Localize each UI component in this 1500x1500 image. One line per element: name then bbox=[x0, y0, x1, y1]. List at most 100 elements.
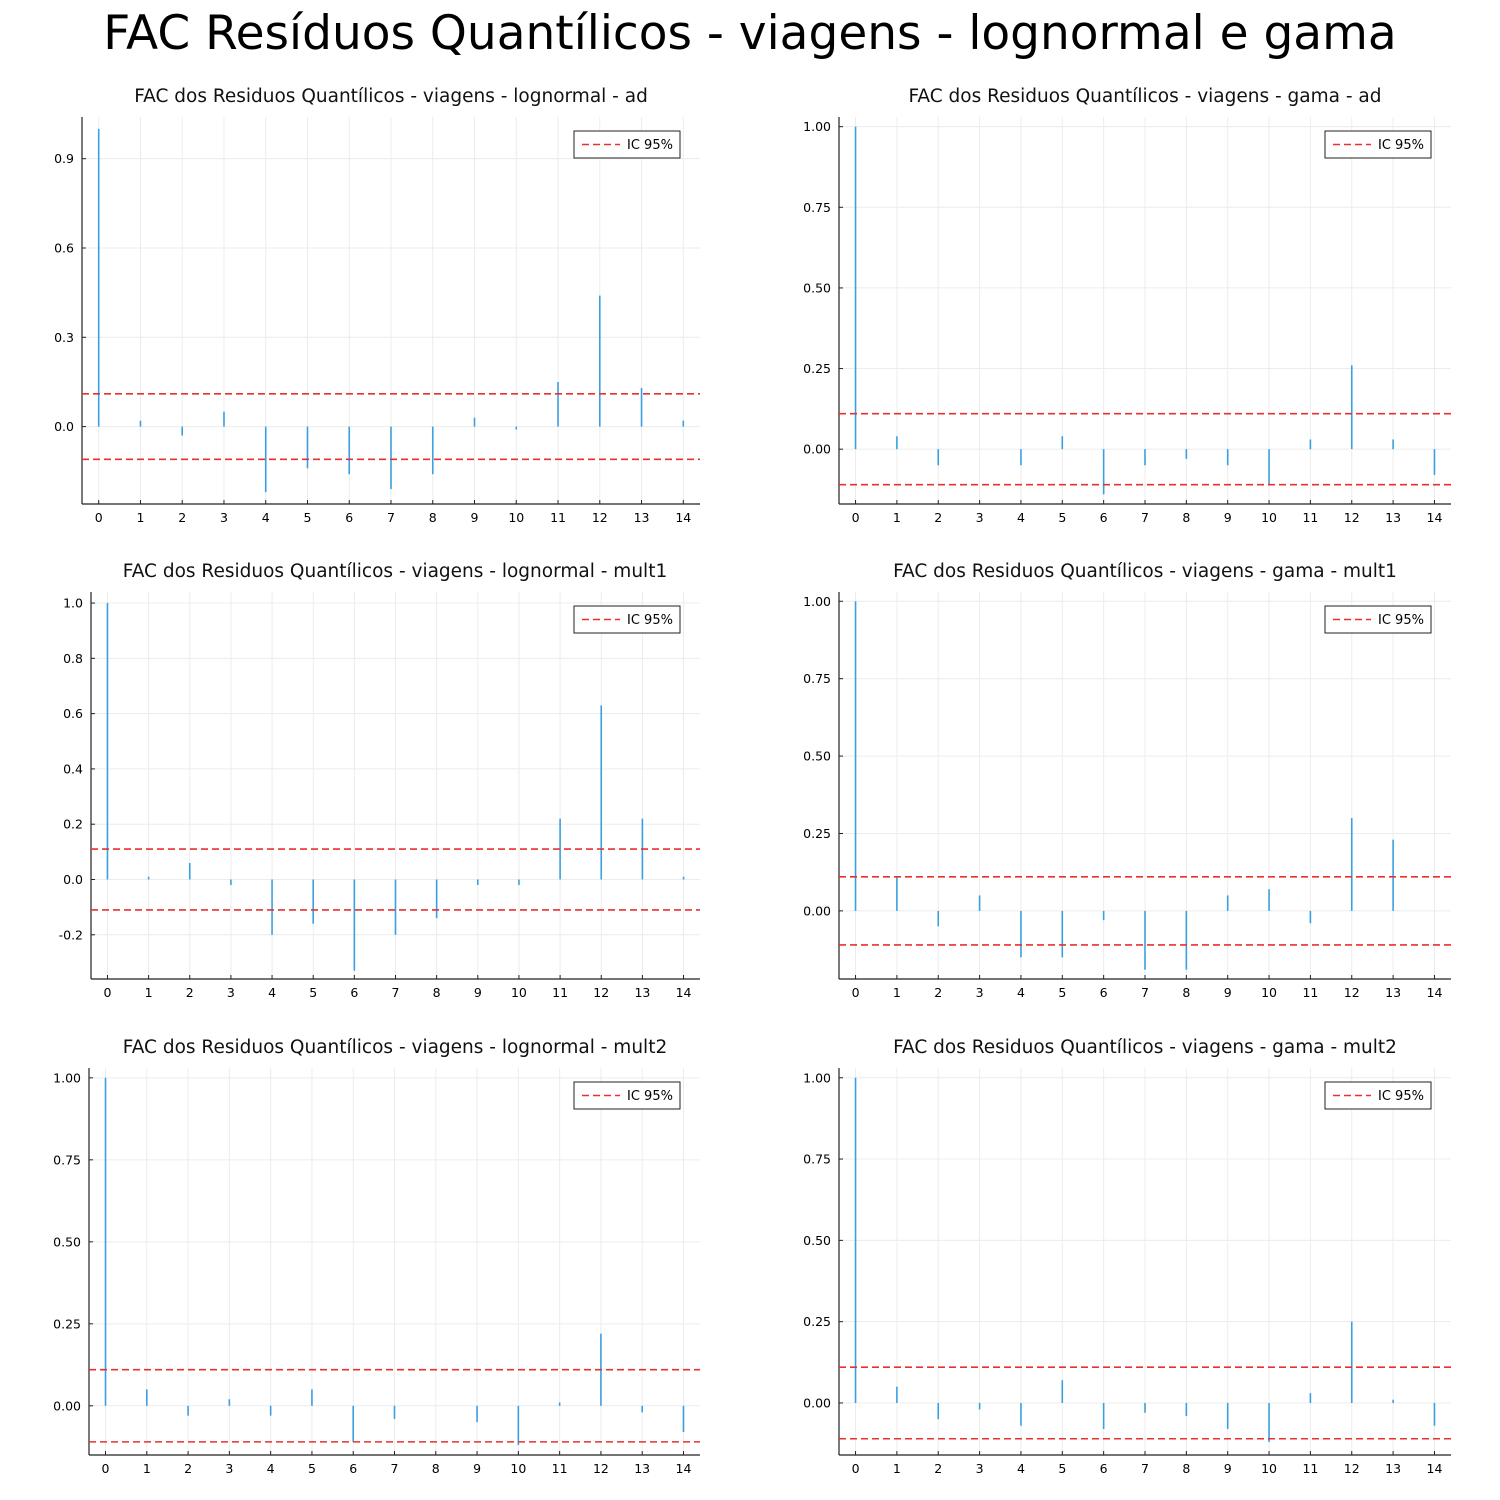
panel-title: FAC dos Residuos Quantílicos - viagens -… bbox=[123, 1037, 667, 1058]
x-tick-label: 11 bbox=[1302, 985, 1318, 1000]
x-tick-label: 10 bbox=[1261, 985, 1277, 1000]
y-tick-label: 0.25 bbox=[803, 361, 831, 376]
y-tick-label: 0.3 bbox=[54, 330, 74, 345]
y-tick-label: 0.00 bbox=[803, 442, 831, 457]
y-tick-label: 0.00 bbox=[803, 903, 831, 918]
x-tick-label: 11 bbox=[1302, 510, 1318, 525]
x-tick-label: 10 bbox=[511, 985, 527, 1000]
x-tick-label: 9 bbox=[474, 985, 482, 1000]
x-tick-label: 1 bbox=[893, 510, 901, 525]
x-tick-label: 9 bbox=[1224, 510, 1232, 525]
y-tick-label: 1.00 bbox=[803, 1070, 831, 1085]
y-tick-label: 0.25 bbox=[803, 826, 831, 841]
x-tick-label: 1 bbox=[136, 510, 144, 525]
acf-panel-6: FAC dos Residuos Quantílicos - viagens -… bbox=[803, 1037, 1451, 1476]
x-tick-label: 6 bbox=[1100, 985, 1108, 1000]
x-tick-label: 7 bbox=[391, 1461, 399, 1476]
x-tick-label: 10 bbox=[510, 1461, 526, 1476]
y-tick-label: 0.00 bbox=[803, 1395, 831, 1410]
legend-box bbox=[573, 130, 681, 159]
y-tick-label: 1.00 bbox=[803, 119, 831, 134]
x-tick-label: 9 bbox=[1224, 1461, 1232, 1476]
y-tick-label: 0.00 bbox=[53, 1398, 81, 1413]
x-tick-label: 3 bbox=[227, 985, 235, 1000]
x-tick-label: 0 bbox=[852, 985, 860, 1000]
x-tick-label: 0 bbox=[102, 1461, 110, 1476]
acf-panel-5: FAC dos Residuos Quantílicos - viagens -… bbox=[53, 1037, 700, 1476]
x-tick-label: 7 bbox=[1141, 510, 1149, 525]
x-tick-label: 5 bbox=[1058, 510, 1066, 525]
x-tick-label: 10 bbox=[1261, 510, 1277, 525]
x-tick-label: 4 bbox=[268, 985, 276, 1000]
x-tick-label: 5 bbox=[1058, 1461, 1066, 1476]
x-tick-label: 3 bbox=[225, 1461, 233, 1476]
x-tick-label: 8 bbox=[429, 510, 437, 525]
legend-label: IC 95% bbox=[1378, 1089, 1424, 1104]
x-tick-label: 0 bbox=[852, 510, 860, 525]
x-tick-label: 1 bbox=[893, 1461, 901, 1476]
x-tick-label: 0 bbox=[95, 510, 103, 525]
y-tick-label: 0.75 bbox=[53, 1152, 81, 1167]
x-tick-label: 14 bbox=[676, 985, 692, 1000]
panel-title: FAC dos Residuos Quantílicos - viagens -… bbox=[893, 1037, 1397, 1058]
x-tick-label: 0 bbox=[103, 985, 111, 1000]
panel-title: FAC dos Residuos Quantílicos - viagens -… bbox=[134, 86, 648, 107]
x-tick-label: 1 bbox=[143, 1461, 151, 1476]
x-tick-label: 3 bbox=[976, 985, 984, 1000]
legend-box bbox=[573, 1081, 681, 1110]
legend-box bbox=[1324, 1081, 1432, 1110]
x-tick-label: 14 bbox=[1427, 510, 1443, 525]
x-tick-label: 6 bbox=[349, 1461, 357, 1476]
x-tick-label: 3 bbox=[976, 510, 984, 525]
legend-label: IC 95% bbox=[627, 1089, 673, 1104]
x-tick-label: 6 bbox=[1100, 510, 1108, 525]
x-tick-label: 11 bbox=[1302, 1461, 1318, 1476]
x-tick-label: 14 bbox=[676, 1461, 692, 1476]
x-tick-label: 8 bbox=[1182, 1461, 1190, 1476]
x-tick-label: 11 bbox=[552, 1461, 568, 1476]
y-tick-label: 0.75 bbox=[803, 1152, 831, 1167]
x-tick-label: 14 bbox=[1427, 985, 1443, 1000]
x-tick-label: 13 bbox=[1385, 1461, 1401, 1476]
x-tick-label: 7 bbox=[387, 510, 395, 525]
y-tick-label: 0.25 bbox=[803, 1314, 831, 1329]
x-tick-label: 5 bbox=[308, 1461, 316, 1476]
x-tick-label: 12 bbox=[592, 510, 608, 525]
x-tick-label: 14 bbox=[1427, 1461, 1443, 1476]
x-tick-label: 12 bbox=[1344, 985, 1360, 1000]
y-tick-label: 0.50 bbox=[803, 280, 831, 295]
x-tick-label: 3 bbox=[976, 1461, 984, 1476]
x-tick-label: 11 bbox=[552, 985, 568, 1000]
x-tick-label: 12 bbox=[1344, 1461, 1360, 1476]
x-tick-label: 6 bbox=[345, 510, 353, 525]
x-tick-label: 13 bbox=[1385, 510, 1401, 525]
x-tick-label: 12 bbox=[593, 1461, 609, 1476]
x-tick-label: 4 bbox=[267, 1461, 275, 1476]
x-tick-label: 9 bbox=[1224, 985, 1232, 1000]
panel-title: FAC dos Residuos Quantílicos - viagens -… bbox=[908, 86, 1381, 107]
x-tick-label: 6 bbox=[1100, 1461, 1108, 1476]
x-tick-label: 4 bbox=[1017, 510, 1025, 525]
legend-box bbox=[1324, 130, 1432, 159]
y-tick-label: 0.6 bbox=[54, 240, 74, 255]
x-tick-label: 7 bbox=[1141, 1461, 1149, 1476]
x-tick-label: 6 bbox=[350, 985, 358, 1000]
x-tick-label: 5 bbox=[304, 510, 312, 525]
x-tick-label: 2 bbox=[934, 1461, 942, 1476]
x-tick-label: 13 bbox=[1385, 985, 1401, 1000]
x-tick-label: 2 bbox=[934, 510, 942, 525]
y-tick-label: -0.2 bbox=[59, 927, 83, 942]
acf-panel-2: FAC dos Residuos Quantílicos - viagens -… bbox=[803, 86, 1451, 525]
x-tick-label: 9 bbox=[473, 1461, 481, 1476]
acf-panel-4: FAC dos Residuos Quantílicos - viagens -… bbox=[803, 561, 1451, 1000]
x-tick-label: 1 bbox=[893, 985, 901, 1000]
y-tick-label: 0.8 bbox=[63, 651, 83, 666]
acf-panel-3: FAC dos Residuos Quantílicos - viagens -… bbox=[59, 561, 700, 1000]
legend-box bbox=[573, 605, 681, 634]
x-tick-label: 7 bbox=[1141, 985, 1149, 1000]
x-tick-label: 8 bbox=[1182, 985, 1190, 1000]
x-tick-label: 13 bbox=[634, 985, 650, 1000]
legend-label: IC 95% bbox=[1378, 138, 1424, 153]
y-tick-label: 0.0 bbox=[63, 872, 83, 887]
